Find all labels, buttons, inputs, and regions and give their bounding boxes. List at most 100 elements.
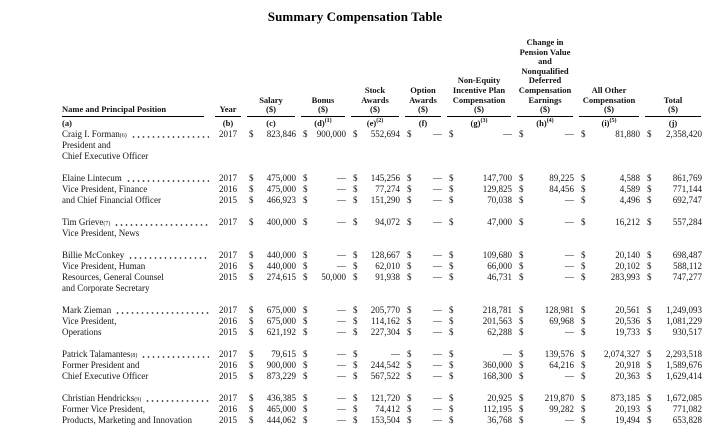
currency-symbol: $ [353,414,358,425]
cell-option-awards: $ — [402,305,444,316]
cell-value: — [433,249,442,260]
executive-name-cell: Tim Grieve (7) [62,217,212,228]
cell-total: $692,747 [642,195,704,206]
cell-value: 36,768 [487,414,512,425]
cell-value: 201,563 [482,315,512,326]
currency-symbol: $ [647,392,652,403]
currency-symbol: $ [249,392,254,403]
header-line: Compensation [518,84,572,95]
header-line: ($) [540,104,550,115]
cell-value: — [337,403,346,414]
year-cell: 2017 [219,348,237,359]
cell-value: 99,282 [549,403,574,414]
currency-symbol: $ [249,249,254,260]
currency-symbol: $ [353,315,358,326]
executive-title-cell: Vice President, Human [62,261,212,272]
cell-value: — [433,271,442,282]
money-cell-all-other-comp: $19,494 [576,415,642,426]
cell-value: 1,081,229 [666,315,702,326]
cell-non-equity-incentive: $218,781 [444,305,514,316]
money-cell-bonus: $ — [298,195,348,206]
money-cell-all-other-comp: $20,363 [576,371,642,382]
currency-symbol: $ [407,183,412,194]
cell-value: 2,293,518 [666,348,702,359]
cell-value: — [337,216,346,227]
cell-all-other-comp: $283,993 [576,272,642,283]
money-cell-stock-awards: $91,938 [348,272,402,283]
cell-value: — [433,348,442,359]
year-cell [212,283,244,294]
cell-option-awards: $ — [402,217,444,228]
money-cell-stock-awards: $552,694 [348,129,402,140]
currency-symbol: $ [249,315,254,326]
currency-symbol: $ [353,304,358,315]
money-cell-salary: $823,846 [244,129,298,140]
cell-pension-deferred: $ — [514,415,576,426]
cell-option-awards: $ — [402,316,444,327]
currency-symbol: $ [249,370,254,381]
cell-non-equity-incentive: $ — [444,349,514,360]
cell-value: 400,000 [266,216,296,227]
currency-symbol: $ [249,260,254,271]
cell-value: — [503,348,512,359]
cell-pension-deferred: $139,576 [514,349,576,360]
cell-salary [244,228,298,239]
year-cell: 2015 [219,271,237,282]
cell-all-other-comp: $20,363 [576,371,642,382]
currency-symbol: $ [519,370,524,381]
cell-stock-awards [348,140,402,151]
money-cell-total: $771,082 [642,404,704,415]
money-cell-salary: $675,000 [244,316,298,327]
cell-value: 81,880 [615,128,640,139]
currency-symbol: $ [647,370,652,381]
cell-salary: $465,000 [244,404,298,415]
currency-symbol: $ [353,271,358,282]
column-letter-year: (b) [222,117,234,128]
currency-symbol: $ [647,216,652,227]
executive-title-line: Operations [62,326,102,337]
currency-symbol: $ [519,348,524,359]
column-header-name: Name and Principal Position [62,38,212,117]
column-letter-bonus: (d)(1) [314,117,332,128]
money-cell-pension-deferred: $ — [514,261,576,272]
money-cell-pension-deferred: $69,968 [514,316,576,327]
money-cell-non-equity-incentive: $168,300 [444,371,514,382]
currency-symbol: $ [449,183,454,194]
money-cell-bonus: $ — [298,261,348,272]
currency-symbol: $ [303,370,308,381]
header-line: Bonus [311,94,335,105]
currency-symbol: $ [519,183,524,194]
spacer-cell [62,338,704,349]
executive-title-line: President and [62,139,111,150]
table-row: Vice President, Finance 2016 $475,000 $ — $77… [62,184,704,195]
money-cell-option-awards: $ — [402,415,444,426]
page-title: Summary Compensation Table [267,9,443,24]
cell-value: — [337,249,346,260]
executive-title-cell: Products, Marketing and Innovation [62,415,212,426]
header-line: Deferred [528,75,562,86]
cell-value: 552,694 [370,128,400,139]
cell-value: 1,629,414 [666,370,702,381]
column-header-label-option-awards: Option Awards ($) [405,85,441,117]
cell-all-other-comp: $19,733 [576,327,642,338]
spacer-cell [62,206,704,217]
money-cell-all-other-comp: $4,589 [576,184,642,195]
cell-stock-awards: $74,412 [348,404,402,415]
cell-value: 692,747 [672,194,702,205]
money-cell-non-equity-incentive: $46,731 [444,272,514,283]
cell-option-awards: $ — [402,261,444,272]
cell-total: $771,082 [642,404,704,415]
cell-option-awards: $ — [402,184,444,195]
cell-option-awards: $ — [402,272,444,283]
currency-symbol: $ [407,414,412,425]
currency-symbol: $ [647,304,652,315]
cell-non-equity-incentive: $360,000 [444,360,514,371]
column-letter-total: (j) [668,117,678,128]
table-row: Vice President, News [62,228,704,239]
money-cell-all-other-comp: $81,880 [576,129,642,140]
column-header-all-other-comp: All Other Compensation ($) [576,38,642,117]
cell-value: 112,195 [483,403,512,414]
year-cell: 2017 [219,392,237,403]
cell-salary: $475,000 [244,184,298,195]
header-line: Awards [361,94,389,105]
